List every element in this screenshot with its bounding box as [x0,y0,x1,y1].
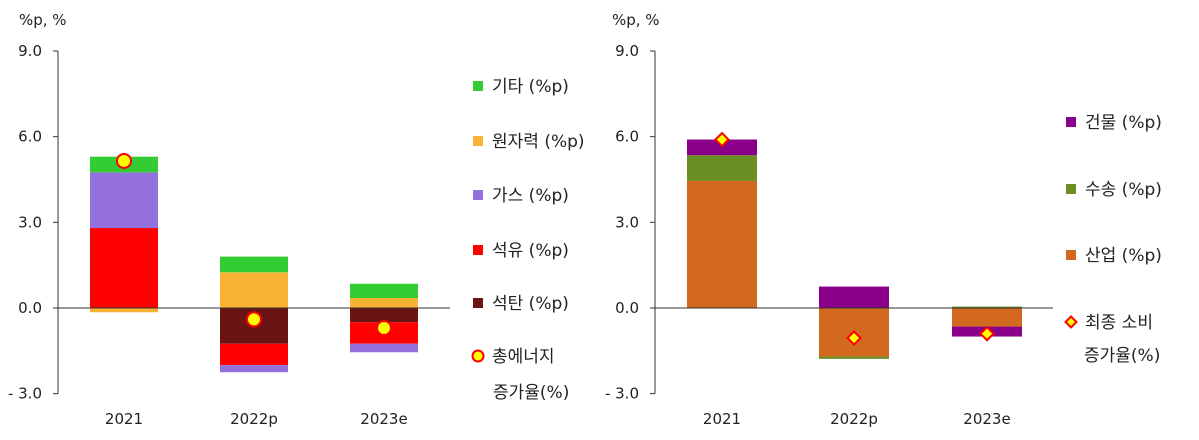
legend-swatch [473,81,483,91]
bar-segment-1-1 [687,180,757,308]
legend-label: 건물 (%p) [1085,113,1162,133]
bar-segment-2-2 [220,343,288,366]
legend-swatch [1066,184,1076,194]
bar-segment-1-3 [350,308,418,323]
category-label: 2023e [963,410,1010,428]
total-marker-1 [116,152,132,169]
bar-segment-2-2 [819,356,889,359]
legend-label: 수송 (%p) [1085,180,1162,200]
legend-label: 산업 (%p) [1085,246,1162,266]
y-tick-label: - 3.0 [8,385,42,403]
y-tick-label: 9.0 [615,42,639,60]
bar-segment-2-3 [952,306,1022,308]
category-label: 2022p [230,410,278,428]
legend: 기타 (%p) 원자력 (%p) 가스 (%p) 석유 (%p) 석탄 (%p) 총에너지… [471,77,585,403]
legend-label: 총에너지 [492,347,555,367]
bar-segment-3-3 [350,343,418,353]
legend-label: 가스 (%p) [492,186,569,206]
legend-swatch [473,298,483,308]
y-tick-label: 3.0 [615,213,639,231]
bar-segment-2-1 [687,155,757,181]
chart-panel-1: %p, % 9.0 6.0 3.0 0.0 - 3.0 2021 2022p 2023e 기타 (… [8,11,585,428]
category-label: 2023e [360,410,407,428]
legend-swatch [473,190,483,200]
y-tick-label: 0.0 [615,299,639,317]
legend-label: 증가율(%) [493,383,569,403]
legend-label: 석탄 (%p) [492,294,569,314]
category-label: 2022p [830,410,878,428]
y-tick-label: 6.0 [615,128,639,146]
y-tick-label: 3.0 [18,213,42,231]
total-marker-3 [376,319,392,336]
category-label: 2021 [105,410,143,428]
bar-segment-4-3 [350,298,418,308]
y-tick-label: - 3.0 [605,385,639,403]
legend-swatch [473,136,483,146]
category-label: 2021 [703,410,741,428]
y-tick-label: 9.0 [18,42,42,60]
legend-swatch [473,245,483,255]
chart-panel-2: %p, % 9.0 6.0 3.0 0.0 - 3.0 2021 2022p 2023e 건물 (… [605,11,1162,428]
y-tick-label: 6.0 [18,128,42,146]
bar-segment-3-2 [220,365,288,373]
bar-segment-4-2 [220,272,288,308]
legend-label: 석유 (%p) [492,241,569,261]
bar-segment-1-3 [952,308,1022,327]
legend-swatch [1066,117,1076,127]
total-marker-3 [979,325,995,342]
legend-swatch [1064,315,1078,329]
bar-segment-3-1 [90,172,158,229]
total-marker-2 [846,330,862,346]
legend-swatch [471,349,485,363]
legend-label: 최종 소비 [1085,313,1153,333]
legend-label: 원자력 (%p) [492,132,585,152]
bar-segment-5-2 [220,256,288,273]
legend-label: 기타 (%p) [492,77,569,97]
legend-swatch [1066,250,1076,260]
unit-label: %p, % [612,11,660,29]
bar-segment-3-2 [819,286,889,308]
bar-segment-4-1 [90,308,158,313]
bar-segment-2-1 [90,228,158,308]
total-marker-1 [714,131,730,148]
y-tick-label: 0.0 [18,299,42,317]
total-marker-2 [246,311,262,328]
legend-label: 증가율(%) [1084,346,1160,366]
bar-segment-5-3 [350,283,418,299]
unit-label: %p, % [19,11,67,29]
